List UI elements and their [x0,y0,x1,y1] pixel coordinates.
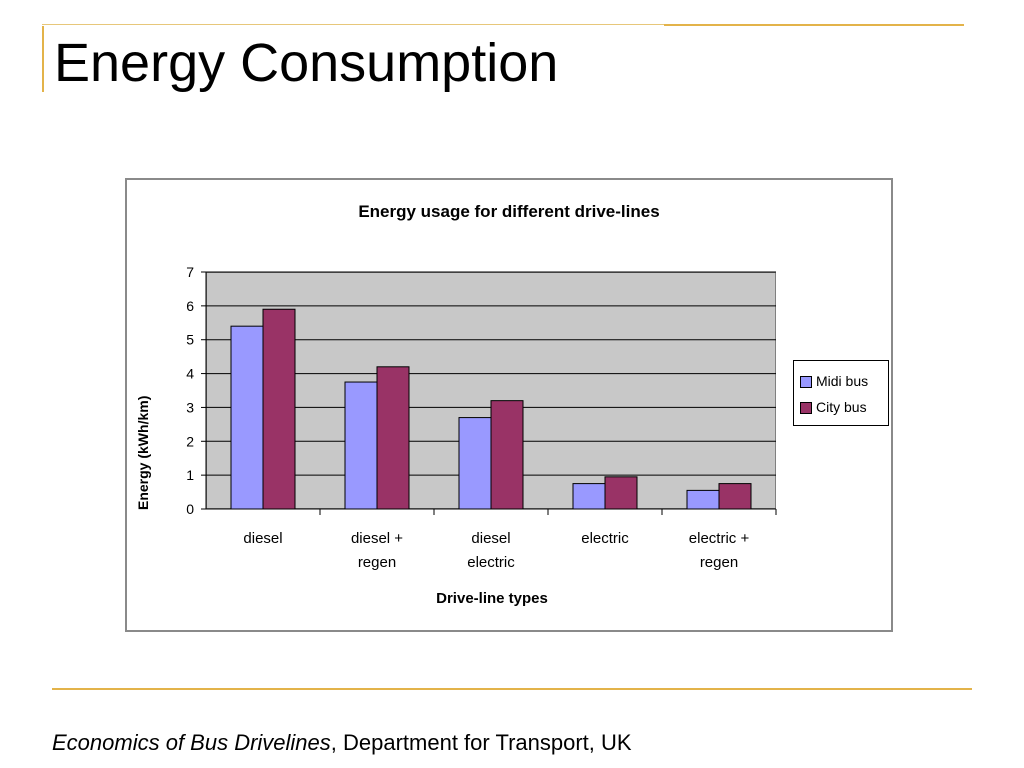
bar-city-bus [376,366,410,510]
title-accent-bar [42,26,44,92]
x-tick-label: electric [581,530,629,547]
legend: Midi bus City bus [793,360,889,426]
legend-swatch-city-bus [800,402,812,415]
x-tick-label: diesel + [351,530,403,547]
y-tick-label: 6 [186,298,194,314]
y-tick-label: 5 [186,332,194,348]
bar-city-bus [490,400,524,510]
y-tick-label: 0 [186,501,194,517]
x-tick-label: diesel [471,530,510,547]
bar-midi-bus [686,489,720,510]
slide-title: Energy Consumption [54,33,559,93]
legend-label-city-bus: City bus [816,399,867,415]
bar-city-bus [604,476,638,510]
top-accent-line-right [664,24,964,26]
bar-chart: 0 1 2 3 4 5 6 7 diesel diesel + regen diesel electri… [186,264,777,571]
x-tick-label: electric [467,554,515,571]
legend-item-city-bus: City bus [800,399,867,415]
x-tick-label: regen [700,554,738,571]
x-axis-label: Drive-line types [436,590,548,607]
y-tick-label: 4 [186,366,194,382]
bar-city-bus [718,483,752,510]
top-accent-line [42,24,664,25]
y-tick-label: 7 [186,264,194,280]
x-tick-label: diesel [243,530,282,547]
bar-midi-bus [572,483,606,510]
x-tick-label: electric + [689,530,750,547]
bottom-accent-line [52,688,972,690]
legend-swatch-midi-bus [800,376,812,389]
legend-label-midi-bus: Midi bus [816,373,869,389]
x-tick-label: regen [358,554,396,571]
bar-midi-bus [344,381,378,510]
caption-source-rest: , Department for Transport, UK [330,730,632,755]
bar-midi-bus [230,325,264,510]
caption-source-title: Economics of Bus Drivelines [52,730,331,755]
bar-midi-bus [458,417,492,510]
y-tick-label: 3 [186,399,194,415]
source-caption: Economics of Bus Drivelines, Department … [52,730,632,756]
y-tick-label: 1 [186,467,194,483]
legend-item-midi-bus: Midi bus [800,373,868,389]
y-tick-label: 2 [186,433,194,449]
y-axis-label: Energy (kWh/km) [135,395,151,510]
chart-panel: Energy usage for different drive-lines 0… [125,178,893,632]
bar-city-bus [262,308,296,510]
chart-title: Energy usage for different drive-lines [358,202,660,221]
